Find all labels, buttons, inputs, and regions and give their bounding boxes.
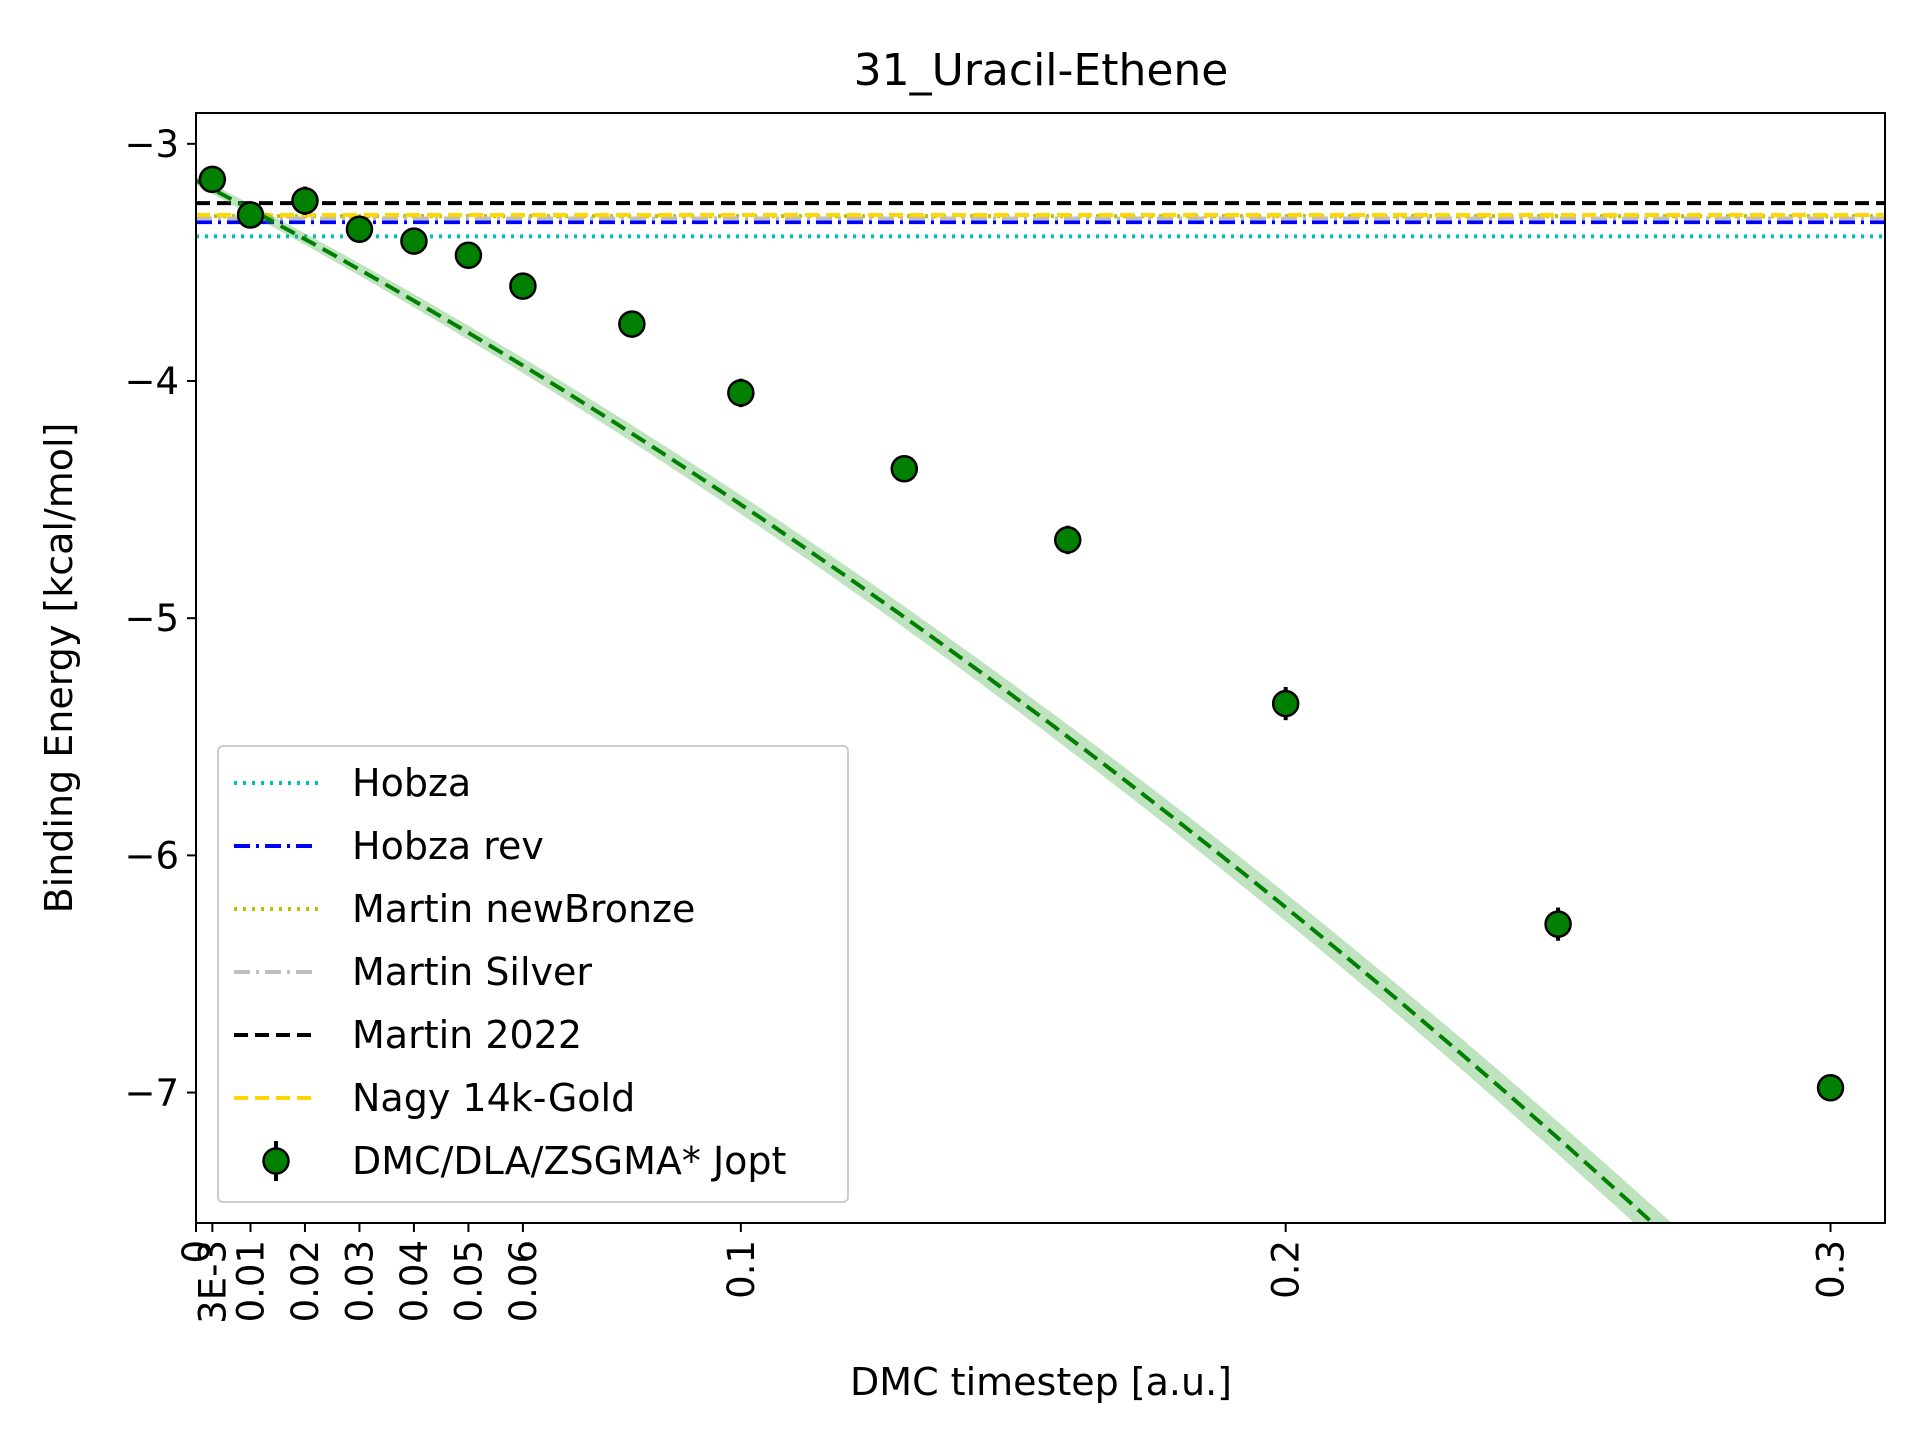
legend-entry: Nagy 14k-Gold [234,1076,635,1120]
y-tick-label: −6 [124,834,179,877]
data-marker [236,201,265,229]
y-tick-label: −7 [124,1072,179,1115]
data-point [618,310,646,338]
y-tick-label: −3 [124,123,179,166]
data-point [345,215,374,243]
data-point [1816,1074,1845,1102]
data-marker [727,379,755,407]
legend-label: Martin 2022 [352,1013,582,1057]
data-marker [1053,526,1082,554]
data-marker [1544,910,1572,938]
data-point [454,241,483,270]
x-tick-label: 0.1 [720,1240,763,1299]
data-marker [345,215,374,243]
x-tick-label: 0.05 [447,1240,490,1322]
fit-layer [196,175,1672,1223]
y-tick-label: −5 [124,597,179,640]
data-marker [1271,689,1300,718]
x-axis-ticks: 03E-30.01 0.02 0.03 0.04 0.05 0.06 0.1 0.2 0.3 [175,1223,1853,1324]
legend: Hobza Hobza rev Martin newBronze Martin Sil… [217,745,849,1203]
data-point [198,165,227,194]
data-point [236,201,265,229]
data-marker [618,310,646,338]
y-axis-label: Binding Energy [kcal/mol] [37,423,81,914]
y-tick-label: −4 [124,360,179,403]
legend-label: Nagy 14k-Gold [352,1076,635,1120]
data-point [291,186,319,215]
legend-label: DMC/DLA/ZSGMA* Jopt [352,1139,786,1183]
x-tick-label: 0.04 [393,1240,436,1322]
x-tick-label: 0.06 [502,1240,545,1322]
legend-entry: Martin 2022 [234,1013,582,1057]
x-tick-label: 0.02 [284,1240,327,1322]
x-tick-label: 0 [175,1240,218,1264]
legend-entry: DMC/DLA/ZSGMA* Jopt [262,1139,786,1183]
x-tick-label: 0.01 [230,1240,273,1322]
x-tick-label: 0.2 [1265,1240,1308,1299]
data-point [727,378,755,408]
data-marker [400,227,428,255]
data-marker [291,187,319,215]
data-point [1271,686,1300,721]
data-marker [1816,1074,1845,1102]
data-point [890,455,919,483]
x-tick-label: 3E-3 [191,1240,234,1324]
data-point [400,227,428,255]
legend-label: Martin newBronze [352,887,695,931]
x-axis-label: DMC timestep [a.u.] [850,1360,1232,1404]
y-axis-ticks: −3 −4 −5 −6 −7 [124,123,196,1115]
x-tick-label: 0.03 [339,1240,382,1322]
data-point [509,272,537,300]
chart-title: 31_Uracil-Ethene [854,45,1229,96]
data-points [198,165,1845,1102]
legend-label: Martin Silver [352,950,592,994]
data-marker [454,241,483,270]
legend-box [217,745,849,1203]
plot-area [196,165,1885,1223]
legend-entry: Martin Silver [234,950,592,994]
data-point [1053,525,1082,555]
reference-lines [196,201,1885,239]
legend-entry: Hobza rev [234,824,544,868]
data-marker [198,165,227,194]
data-point [1544,907,1572,941]
legend-label: Hobza rev [352,824,544,868]
axes-frame [195,112,1886,1224]
data-marker [890,455,919,483]
legend-label: Hobza [352,761,471,805]
fit-confidence-band [196,175,1672,1223]
legend-marker [262,1147,290,1175]
legend-entry: Martin newBronze [234,887,695,931]
data-marker [509,272,537,300]
x-tick-label: 0.3 [1810,1240,1853,1299]
fit-line [196,178,1656,1223]
legend-entry: Hobza [234,761,471,805]
